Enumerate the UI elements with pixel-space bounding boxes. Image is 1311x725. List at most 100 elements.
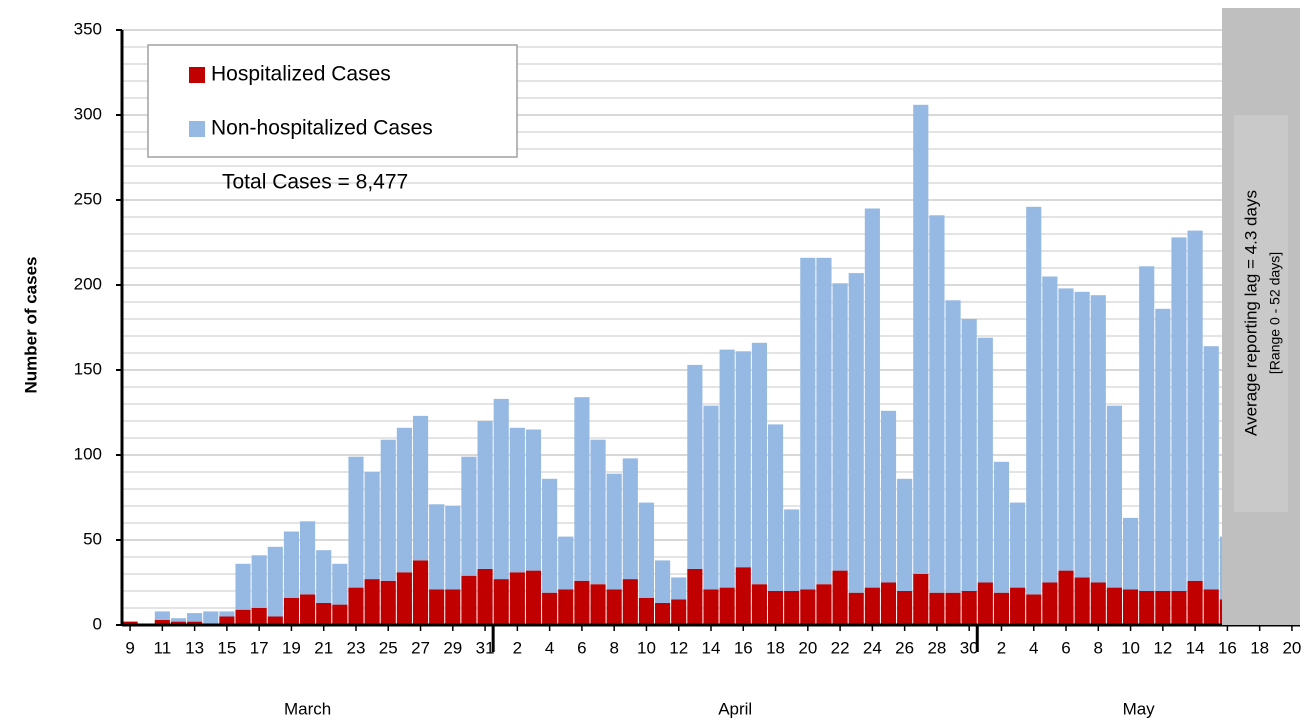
x-tick-label: 8 — [609, 638, 618, 657]
bar-segment — [1074, 577, 1090, 625]
x-tick-label: 26 — [895, 638, 914, 657]
bar-segment — [251, 555, 267, 608]
y-tick-label: 100 — [74, 444, 102, 463]
bar-segment — [477, 568, 493, 625]
bar-segment — [283, 531, 300, 598]
bar-segment — [429, 504, 445, 590]
bar-segment — [897, 591, 913, 625]
month-label: March — [284, 699, 331, 718]
bar-segment — [945, 300, 961, 593]
bar-segment — [1203, 346, 1219, 590]
bar-segment — [848, 273, 864, 593]
bar-segment — [412, 560, 429, 625]
bar-segment — [832, 283, 848, 571]
bar-segment — [784, 509, 800, 591]
bar-segment — [1122, 517, 1139, 590]
x-tick-label: 19 — [282, 638, 301, 657]
lag-note: Average reporting lag = 4.3 days — [1241, 190, 1260, 436]
bar-segment — [945, 592, 961, 625]
bar-segment — [348, 587, 364, 625]
x-tick-label: 30 — [960, 638, 979, 657]
y-axis-label: Number of cases — [21, 257, 40, 394]
x-tick-label: 14 — [702, 638, 721, 657]
bar-segment — [187, 621, 203, 625]
bar-segment — [380, 439, 396, 581]
bar-segment — [848, 592, 864, 625]
bar-segment — [1058, 288, 1074, 571]
bar-segment — [429, 589, 445, 625]
bar-segment — [348, 456, 364, 588]
y-tick-label: 200 — [74, 274, 102, 293]
bar-segment — [170, 621, 187, 625]
x-tick-label: 16 — [734, 638, 753, 657]
bar-segment — [558, 536, 574, 590]
bar-segment — [638, 597, 655, 625]
x-tick-label: 25 — [379, 638, 398, 657]
bar-segment — [1026, 206, 1042, 595]
bar-segment — [606, 589, 622, 625]
bar-segment — [1155, 308, 1171, 591]
bar-segment — [1058, 570, 1074, 625]
bar-segment — [332, 563, 348, 605]
bar-segment — [1187, 230, 1203, 581]
bar-segment — [1042, 276, 1058, 583]
x-tick-label: 15 — [217, 638, 236, 657]
bar-segment — [235, 563, 251, 610]
bar-segment — [461, 456, 477, 576]
bar-segment — [961, 591, 977, 625]
x-tick-label: 21 — [314, 638, 333, 657]
bar-segment — [864, 208, 880, 588]
y-tick-label: 150 — [74, 359, 102, 378]
y-tick-label: 50 — [83, 529, 102, 548]
x-tick-label: 4 — [1029, 638, 1038, 657]
bar-segment — [735, 351, 751, 568]
lag-note-box — [1234, 115, 1288, 512]
bar-segment — [1106, 405, 1122, 588]
bar-segment — [396, 427, 412, 573]
bar-segment — [493, 398, 509, 580]
bar-segment — [154, 611, 170, 620]
x-tick-label: 31 — [476, 638, 495, 657]
bar-segment — [1139, 591, 1155, 625]
bar-segment — [1122, 589, 1139, 625]
bar-segment — [638, 502, 655, 598]
x-tick-label: 4 — [545, 638, 554, 657]
bar-segment — [412, 415, 429, 561]
bar-segment — [380, 580, 396, 625]
bar-segment — [687, 364, 703, 569]
bar-segment — [622, 458, 638, 580]
bar-segment — [977, 337, 993, 583]
y-tick-label: 0 — [93, 614, 102, 633]
bar-segment — [590, 584, 606, 625]
bar-segment — [1090, 582, 1106, 625]
bar-segment — [203, 611, 219, 624]
x-tick-label: 8 — [1094, 638, 1103, 657]
x-tick-label: 23 — [347, 638, 366, 657]
bar-segment — [703, 589, 719, 625]
bar-segment — [1155, 591, 1171, 625]
bar-segment — [767, 424, 784, 591]
bar-segment — [735, 567, 751, 625]
bar-segment — [832, 570, 848, 625]
bar-segment — [1090, 295, 1106, 583]
x-tick-label: 6 — [577, 638, 586, 657]
x-tick-label: 18 — [1250, 638, 1269, 657]
bar-segment — [525, 429, 542, 571]
legend-box — [147, 44, 518, 158]
bar-segment — [525, 570, 542, 625]
x-tick-label: 10 — [637, 638, 656, 657]
bar-segment — [332, 604, 348, 625]
bar-segment — [687, 568, 703, 625]
bar-segment — [913, 104, 929, 575]
bar-segment — [800, 257, 816, 590]
bar-segment — [1171, 237, 1187, 591]
bar-segment — [897, 478, 913, 591]
bar-segment — [154, 619, 170, 625]
x-tick-label: 27 — [411, 638, 430, 657]
bar-segment — [864, 587, 880, 625]
bar-segment — [606, 473, 622, 590]
bar-segment — [300, 594, 316, 625]
bar-segment — [1010, 502, 1026, 588]
bar-segment — [187, 613, 203, 622]
